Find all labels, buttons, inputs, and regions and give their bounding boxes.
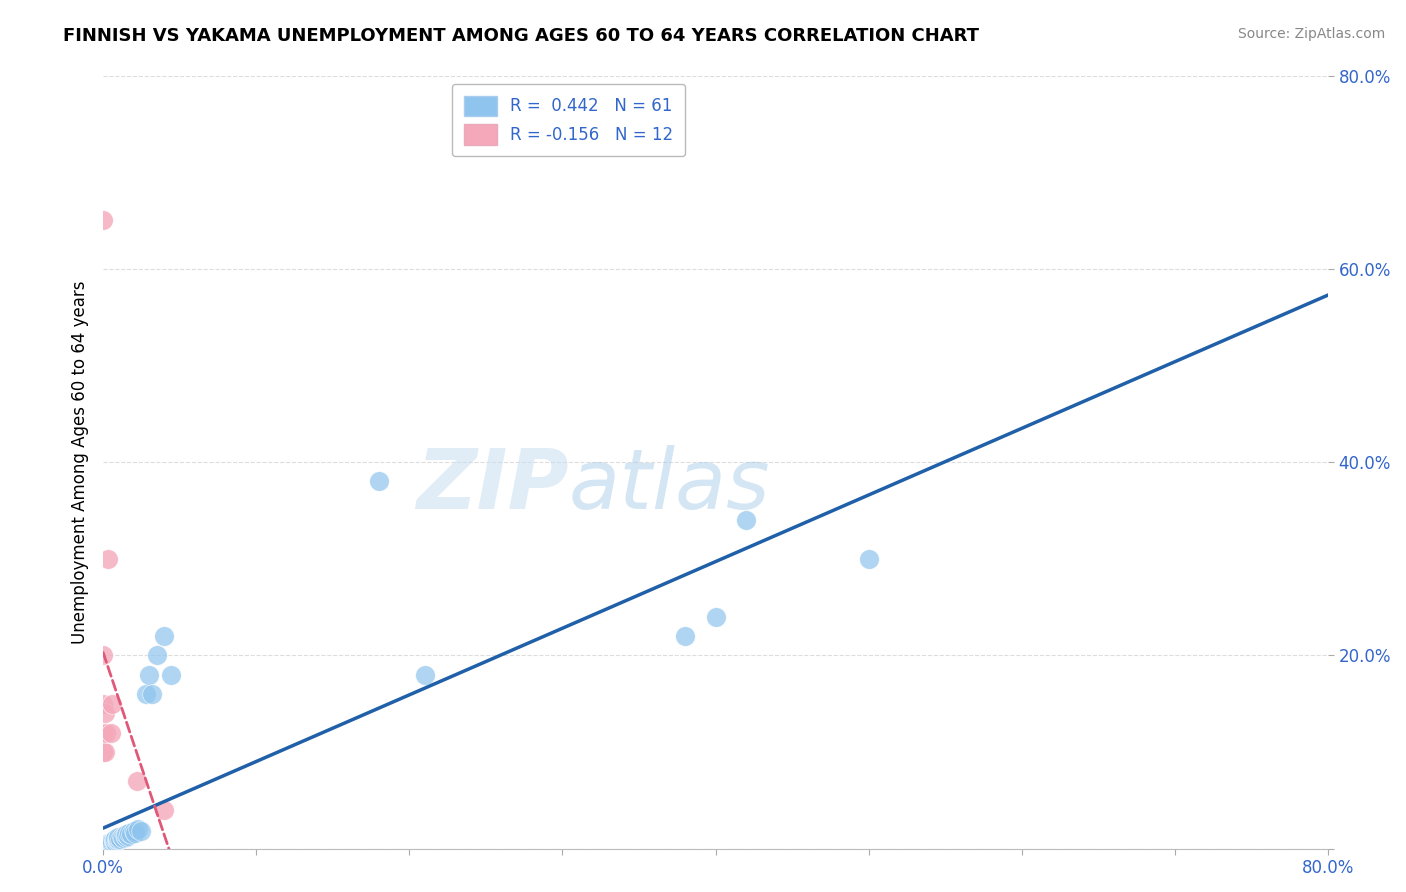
Point bbox=[96, 838, 118, 852]
Point bbox=[93, 839, 115, 854]
Legend: R =  0.442   N = 61, R = -0.156   N = 12: R = 0.442 N = 61, R = -0.156 N = 12 bbox=[453, 84, 685, 156]
Point bbox=[114, 829, 136, 843]
Point bbox=[673, 629, 696, 643]
Point bbox=[91, 838, 114, 853]
Point bbox=[153, 803, 176, 817]
Text: Source: ZipAtlas.com: Source: ZipAtlas.com bbox=[1237, 27, 1385, 41]
Point bbox=[93, 838, 115, 852]
Point bbox=[159, 667, 181, 681]
Point bbox=[110, 830, 132, 844]
Point bbox=[100, 836, 122, 850]
Point bbox=[97, 838, 120, 853]
Point bbox=[100, 725, 122, 739]
Point bbox=[91, 840, 114, 855]
Point bbox=[117, 829, 139, 843]
Point bbox=[98, 837, 121, 851]
Point bbox=[122, 824, 145, 838]
Point bbox=[124, 826, 146, 840]
Point bbox=[96, 725, 118, 739]
Point bbox=[105, 834, 128, 848]
Point bbox=[91, 839, 114, 854]
Point bbox=[107, 830, 129, 844]
Point bbox=[103, 833, 125, 847]
Point bbox=[96, 839, 118, 854]
Point bbox=[97, 837, 120, 851]
Point bbox=[97, 838, 120, 852]
Point bbox=[91, 745, 114, 759]
Point bbox=[104, 835, 127, 849]
Point bbox=[93, 838, 115, 853]
Point bbox=[127, 822, 149, 837]
Point bbox=[91, 213, 114, 227]
Point bbox=[413, 667, 436, 681]
Point bbox=[91, 840, 114, 855]
Point bbox=[98, 838, 121, 853]
Point bbox=[125, 773, 148, 788]
Point bbox=[101, 837, 124, 851]
Point bbox=[98, 836, 121, 850]
Point bbox=[91, 697, 114, 711]
Point bbox=[93, 745, 115, 759]
Point bbox=[101, 835, 124, 849]
Y-axis label: Unemployment Among Ages 60 to 64 years: Unemployment Among Ages 60 to 64 years bbox=[72, 280, 89, 644]
Point bbox=[107, 833, 129, 847]
Text: atlas: atlas bbox=[568, 445, 770, 525]
Point bbox=[108, 831, 131, 846]
Point bbox=[735, 513, 758, 527]
Point bbox=[120, 827, 142, 841]
Point bbox=[101, 697, 124, 711]
Point bbox=[131, 824, 153, 838]
Point bbox=[145, 648, 167, 663]
Point bbox=[91, 841, 114, 855]
Point bbox=[118, 826, 141, 840]
Point bbox=[103, 834, 125, 848]
Point bbox=[93, 840, 115, 855]
Point bbox=[91, 725, 114, 739]
Point bbox=[96, 838, 118, 853]
Point bbox=[141, 687, 163, 701]
Point bbox=[105, 831, 128, 846]
Point bbox=[704, 609, 727, 624]
Point bbox=[107, 831, 129, 846]
Point bbox=[103, 836, 125, 850]
Point bbox=[858, 551, 880, 566]
Point bbox=[104, 831, 127, 846]
Point bbox=[97, 551, 120, 566]
Point bbox=[100, 835, 122, 849]
Point bbox=[112, 830, 135, 845]
Point bbox=[91, 839, 114, 854]
Point bbox=[100, 838, 122, 852]
Text: FINNISH VS YAKAMA UNEMPLOYMENT AMONG AGES 60 TO 64 YEARS CORRELATION CHART: FINNISH VS YAKAMA UNEMPLOYMENT AMONG AGE… bbox=[63, 27, 979, 45]
Point bbox=[93, 837, 115, 851]
Point bbox=[153, 629, 176, 643]
Point bbox=[100, 837, 122, 851]
Point bbox=[367, 475, 389, 489]
Point bbox=[115, 830, 138, 844]
Point bbox=[93, 706, 115, 721]
Text: ZIP: ZIP bbox=[416, 445, 568, 525]
Point bbox=[115, 827, 138, 841]
Point bbox=[91, 648, 114, 663]
Point bbox=[138, 667, 160, 681]
Point bbox=[135, 687, 157, 701]
